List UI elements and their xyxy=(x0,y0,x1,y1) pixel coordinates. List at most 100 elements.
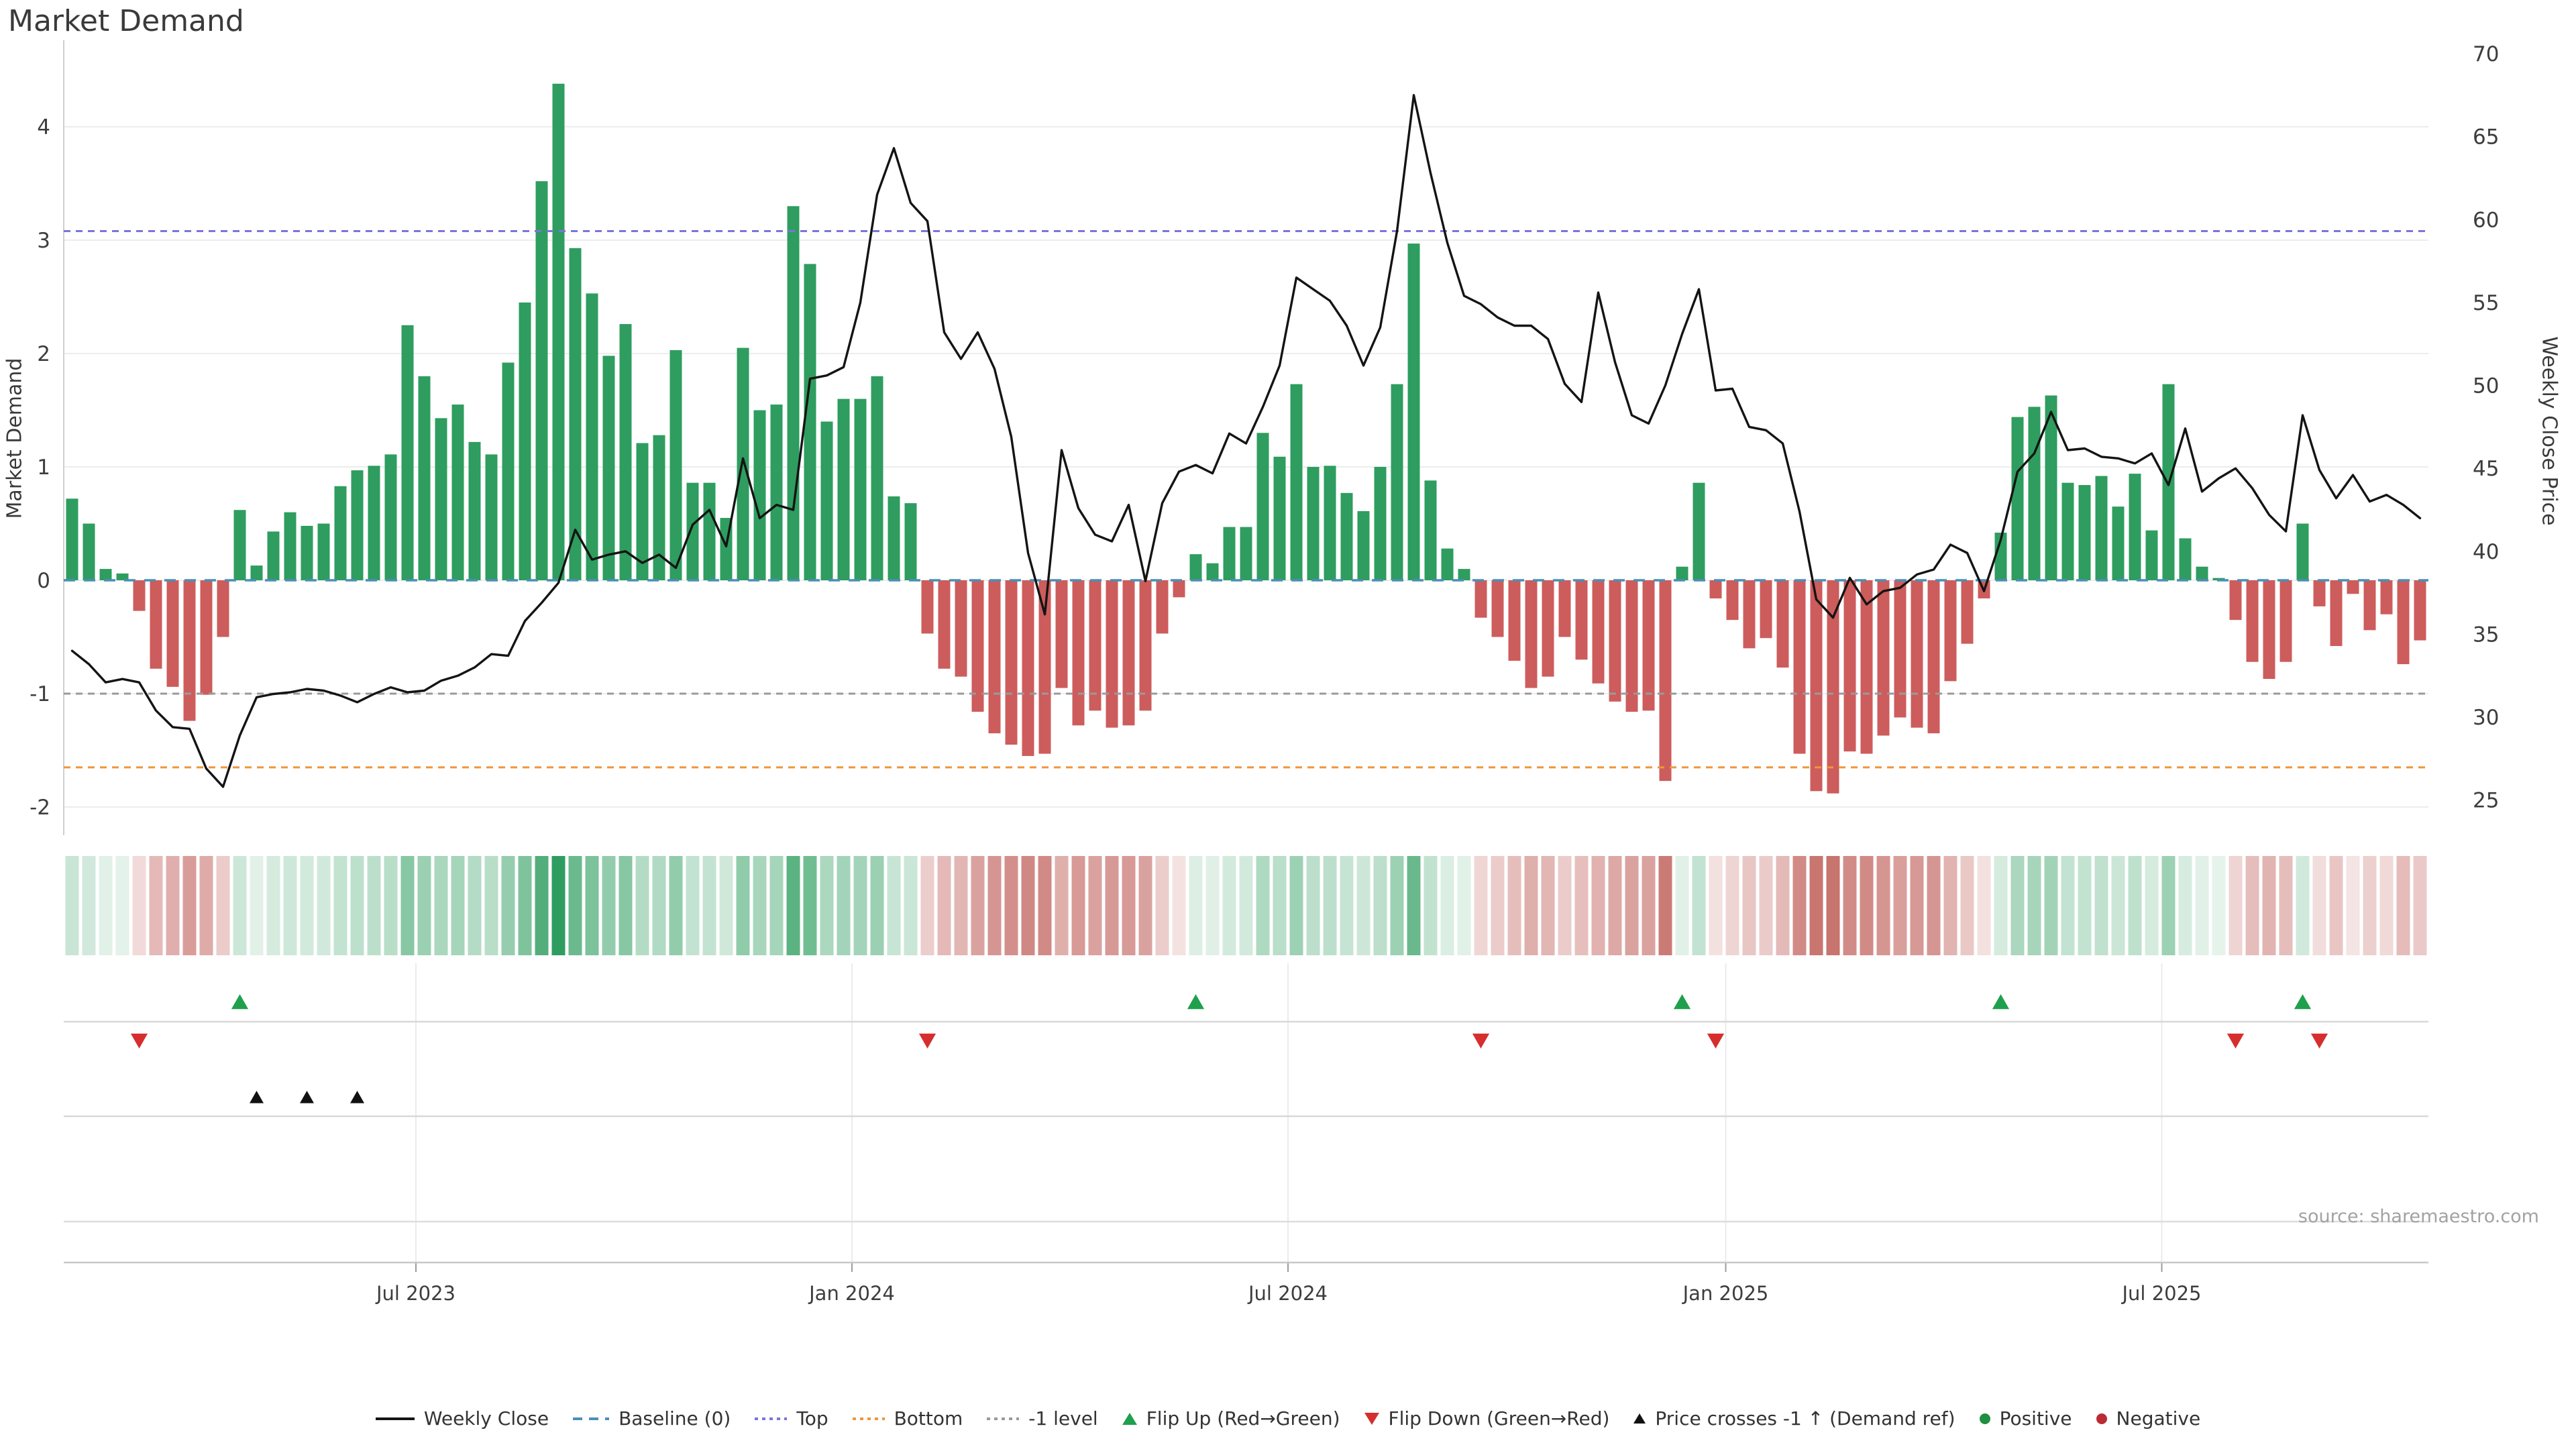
heatmap-cell xyxy=(1474,856,1488,955)
demand-bar-negative xyxy=(217,580,229,637)
top-level-dash-icon xyxy=(755,1417,788,1420)
demand-bar-negative xyxy=(988,580,1001,734)
heatmap-cell xyxy=(82,856,96,955)
price-cross-marker xyxy=(300,1091,314,1104)
heatmap-cell xyxy=(568,856,582,955)
demand-bar-positive xyxy=(1256,433,1269,580)
heatmap-cell xyxy=(870,856,884,955)
demand-bar-negative xyxy=(2397,580,2410,665)
demand-bar-positive xyxy=(787,206,800,580)
demand-bar-positive xyxy=(468,441,481,580)
right-axis-title: Weekly Close Price xyxy=(2537,336,2561,526)
heatmap-cell xyxy=(1608,856,1622,955)
legend-item-negative: Negative xyxy=(2096,1407,2200,1430)
minus1-level-dash-icon xyxy=(987,1417,1020,1420)
heatmap-cell xyxy=(317,856,331,955)
heatmap-cell xyxy=(300,856,314,955)
legend-item-positive: Positive xyxy=(1979,1407,2072,1430)
legend-label: Weekly Close xyxy=(423,1407,549,1430)
demand-bar-positive xyxy=(1223,527,1236,580)
heatmap-cell xyxy=(1155,856,1169,955)
demand-bar-negative xyxy=(1474,580,1487,618)
heatmap-cell xyxy=(1507,856,1521,955)
left-tick-label: 1 xyxy=(37,455,50,480)
heatmap-cell xyxy=(1725,856,1739,955)
heatmap-cell xyxy=(669,856,683,955)
demand-bar-negative xyxy=(1927,580,1940,734)
left-tick-label: 2 xyxy=(37,342,50,366)
demand-bar-positive xyxy=(1374,467,1387,580)
demand-bar-positive xyxy=(1206,563,1219,580)
demand-bar-negative xyxy=(1961,580,1974,644)
demand-bar-negative xyxy=(1726,580,1739,621)
heatmap-cell xyxy=(166,856,180,955)
heatmap-cell xyxy=(132,856,146,955)
heatmap-cell xyxy=(1172,856,1186,955)
demand-bar-positive xyxy=(653,435,665,580)
left-tick-label: -2 xyxy=(30,796,50,820)
demand-bar-negative xyxy=(1642,580,1655,711)
heatmap-cell xyxy=(971,856,985,955)
legend-label: Bottom xyxy=(894,1407,963,1430)
flip-up-marker xyxy=(2294,994,2312,1010)
heatmap-cell xyxy=(149,856,163,955)
negative-dot-icon xyxy=(2096,1413,2107,1424)
heatmap-cell xyxy=(2094,856,2108,955)
heatmap-cell xyxy=(769,856,784,955)
heatmap-cell xyxy=(99,856,113,955)
demand-bar-positive xyxy=(485,454,498,580)
heatmap-cell xyxy=(283,856,297,955)
demand-bar-positive xyxy=(1273,456,1286,580)
heatmap-cell xyxy=(2061,856,2075,955)
demand-bar-positive xyxy=(1458,569,1470,580)
demand-bar-positive xyxy=(753,410,766,580)
heatmap-cell xyxy=(1860,856,1874,955)
demand-bar-negative xyxy=(1743,580,1756,649)
heatmap-cell xyxy=(736,856,750,955)
right-tick-label: 70 xyxy=(2473,42,2499,66)
heatmap-cell xyxy=(887,856,901,955)
demand-bar-negative xyxy=(1659,580,1672,782)
demand-bar-negative xyxy=(955,580,967,677)
demand-bar-positive xyxy=(2179,538,2192,580)
demand-bar-positive xyxy=(519,302,531,580)
heatmap-cell xyxy=(2279,856,2293,955)
heatmap-cell xyxy=(1256,856,1270,955)
demand-bar-positive xyxy=(1340,492,1353,580)
legend-item-bottom: Bottom xyxy=(852,1407,963,1430)
left-tick-label: 0 xyxy=(37,569,50,593)
heatmap-cell xyxy=(1524,856,1538,955)
legend-label: Baseline (0) xyxy=(619,1407,731,1430)
heatmap-cell xyxy=(384,856,398,955)
flip-up-marker xyxy=(1673,994,1691,1010)
demand-bar-negative xyxy=(1877,580,1890,736)
demand-bar-positive xyxy=(116,573,129,580)
heatmap-cell xyxy=(1843,856,1857,955)
heatmap-cell xyxy=(2078,856,2092,955)
flip-up-triangle-icon xyxy=(1122,1412,1137,1425)
heatmap-cell xyxy=(417,856,431,955)
demand-bar-negative xyxy=(1860,580,1873,754)
heatmap-cell xyxy=(2128,856,2142,955)
legend-item-weekly-close: Weekly Close xyxy=(375,1407,549,1430)
demand-bar-positive xyxy=(2045,395,2057,580)
demand-bar-positive xyxy=(2296,523,2309,580)
legend-item-flip-up: Flip Up (Red→Green) xyxy=(1122,1407,1340,1430)
legend-item-minus1: -1 level xyxy=(987,1407,1098,1430)
price-cross-marker xyxy=(350,1091,364,1104)
heatmap-cell xyxy=(853,856,867,955)
demand-bar-negative xyxy=(1810,580,1823,792)
demand-bar-negative xyxy=(2414,580,2426,641)
demand-bar-positive xyxy=(418,376,431,580)
demand-bar-negative xyxy=(1072,580,1085,726)
heatmap-cell xyxy=(1021,856,1035,955)
heatmap-cell xyxy=(216,856,230,955)
heatmap-cell xyxy=(954,856,968,955)
demand-bar-negative xyxy=(200,580,213,695)
heatmap-cell xyxy=(451,856,465,955)
demand-bar-negative xyxy=(183,580,196,721)
x-tick-label: Jan 2025 xyxy=(1682,1282,1769,1305)
demand-bar-negative xyxy=(1508,580,1521,661)
